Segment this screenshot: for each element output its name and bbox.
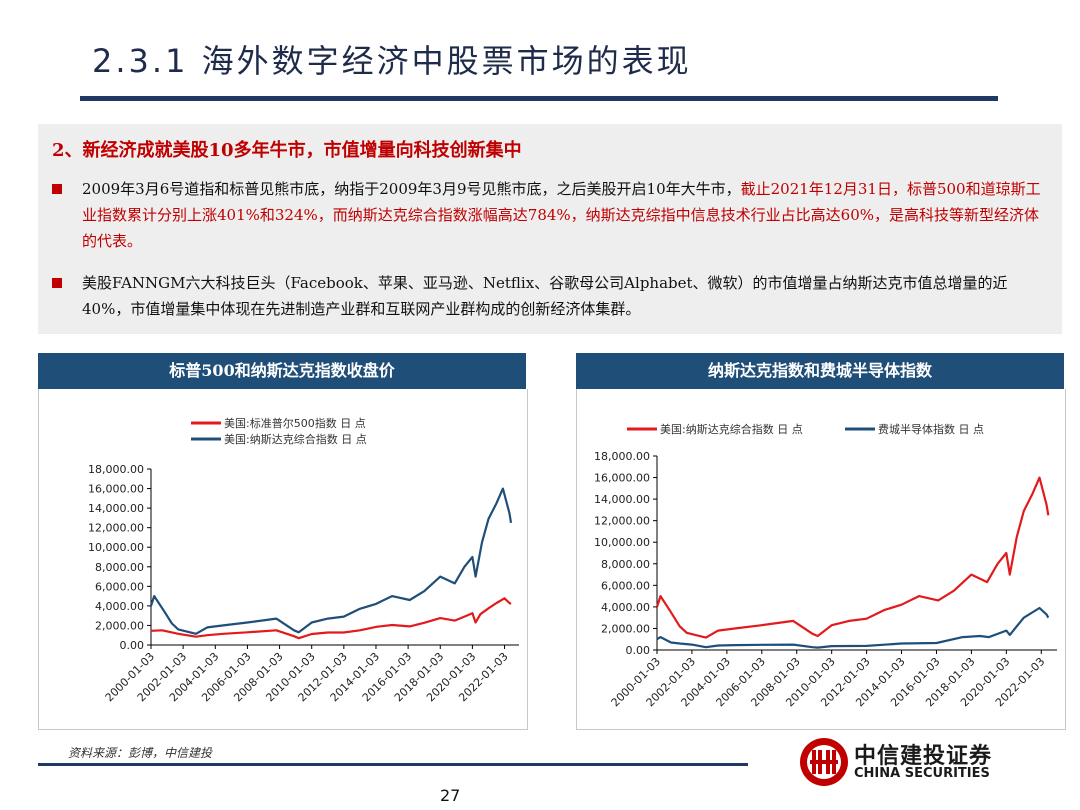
y-tick-label: 0.00: [626, 644, 651, 657]
chart-1-panel: 美国:标准普尔500指数 日 点美国:纳斯达克综合指数 日 点 0.00 2,000…: [38, 389, 528, 730]
footer-divider: [38, 763, 748, 766]
legend-label: 美国:纳斯达克综合指数 日 点: [224, 432, 367, 446]
y-tick-label: 2,000.00: [601, 622, 650, 635]
bullet-point-1: 2009年3月6号道指和标普见熊市底，纳指于2009年3月9号见熊市底，之后美股…: [52, 176, 1052, 254]
logo-chinese-name: 中信建投证券: [854, 744, 993, 769]
bullet-1-highlight: 截止2021年12月31日，标普500和道琼斯工业指数累计分别上涨401%和32…: [82, 180, 1041, 250]
bullet-square-icon: [52, 184, 62, 194]
y-tick-label: 16,000.00: [88, 483, 144, 496]
y-tick-label: 14,000.00: [594, 493, 650, 506]
logo-english-name: CHINA SECURITIES: [854, 766, 990, 781]
bullet-square-icon: [52, 278, 62, 288]
y-tick-label: 12,000.00: [88, 522, 144, 535]
y-tick-label: 0.00: [120, 639, 145, 652]
y-tick-label: 4,000.00: [95, 600, 144, 613]
summary-box: 2、新经济成就美股10多年牛市，市值增量向科技创新集中 2009年3月6号道指和…: [38, 124, 1062, 334]
company-logo: 中信建投证券 CHINA SECURITIES: [798, 736, 1018, 788]
y-tick-label: 10,000.00: [594, 536, 650, 549]
y-tick-label: 2,000.00: [95, 619, 144, 632]
legend-label: 美国:标准普尔500指数 日 点: [224, 416, 366, 430]
page-title: 2.3.1 海外数字经济中股票市场的表现: [92, 42, 692, 80]
series-line-2: [149, 487, 513, 635]
title-divider: [80, 96, 998, 101]
bullet-1-text: 2009年3月6号道指和标普见熊市底，纳指于2009年3月9号见熊市底，之后美股…: [82, 180, 741, 198]
source-note: 资料来源：彭博，中信建投: [68, 746, 213, 760]
legend-label: 费城半导体指数 日 点: [878, 422, 984, 436]
legend-label: 美国:纳斯达克综合指数 日 点: [660, 422, 803, 436]
series-line-1: [655, 476, 1050, 639]
y-tick-label: 18,000.00: [594, 450, 650, 463]
logo-emblem-icon: [800, 738, 848, 786]
y-tick-label: 10,000.00: [88, 541, 144, 554]
y-tick-label: 12,000.00: [594, 515, 650, 528]
chart-2-panel: 美国:纳斯达克综合指数 日 点 费城半导体指数 日 点 0.00 2,000.00 4,…: [576, 389, 1066, 730]
y-tick-label: 14,000.00: [88, 502, 144, 515]
bullet-2-text: 美股FANNGM六大科技巨头（Facebook、苹果、亚马逊、Netflix、谷…: [82, 274, 1008, 318]
series-line-2: [656, 606, 1050, 649]
y-tick-label: 4,000.00: [601, 601, 650, 614]
y-tick-label: 8,000.00: [601, 558, 650, 571]
chart-1-svg: 美国:标准普尔500指数 日 点美国:纳斯达克综合指数 日 点 0.00 2,000…: [88, 416, 519, 704]
y-tick-label: 16,000.00: [594, 472, 650, 485]
page-number: 27: [440, 786, 461, 805]
chart-1-header: 标普500和纳斯达克指数收盘价: [38, 353, 526, 389]
summary-heading: 2、新经济成就美股10多年牛市，市值增量向科技创新集中: [52, 140, 522, 161]
chart-2-header: 纳斯达克指数和费城半导体指数: [576, 353, 1064, 389]
y-tick-label: 6,000.00: [95, 580, 144, 593]
y-tick-label: 6,000.00: [601, 579, 650, 592]
series-line-1: [150, 597, 512, 640]
chart-2-svg: 美国:纳斯达克综合指数 日 点 费城半导体指数 日 点 0.00 2,000.00 4,…: [594, 422, 1057, 709]
y-tick-label: 18,000.00: [88, 463, 144, 476]
bullet-point-2: 美股FANNGM六大科技巨头（Facebook、苹果、亚马逊、Netflix、谷…: [52, 270, 1052, 322]
y-tick-label: 8,000.00: [95, 561, 144, 574]
